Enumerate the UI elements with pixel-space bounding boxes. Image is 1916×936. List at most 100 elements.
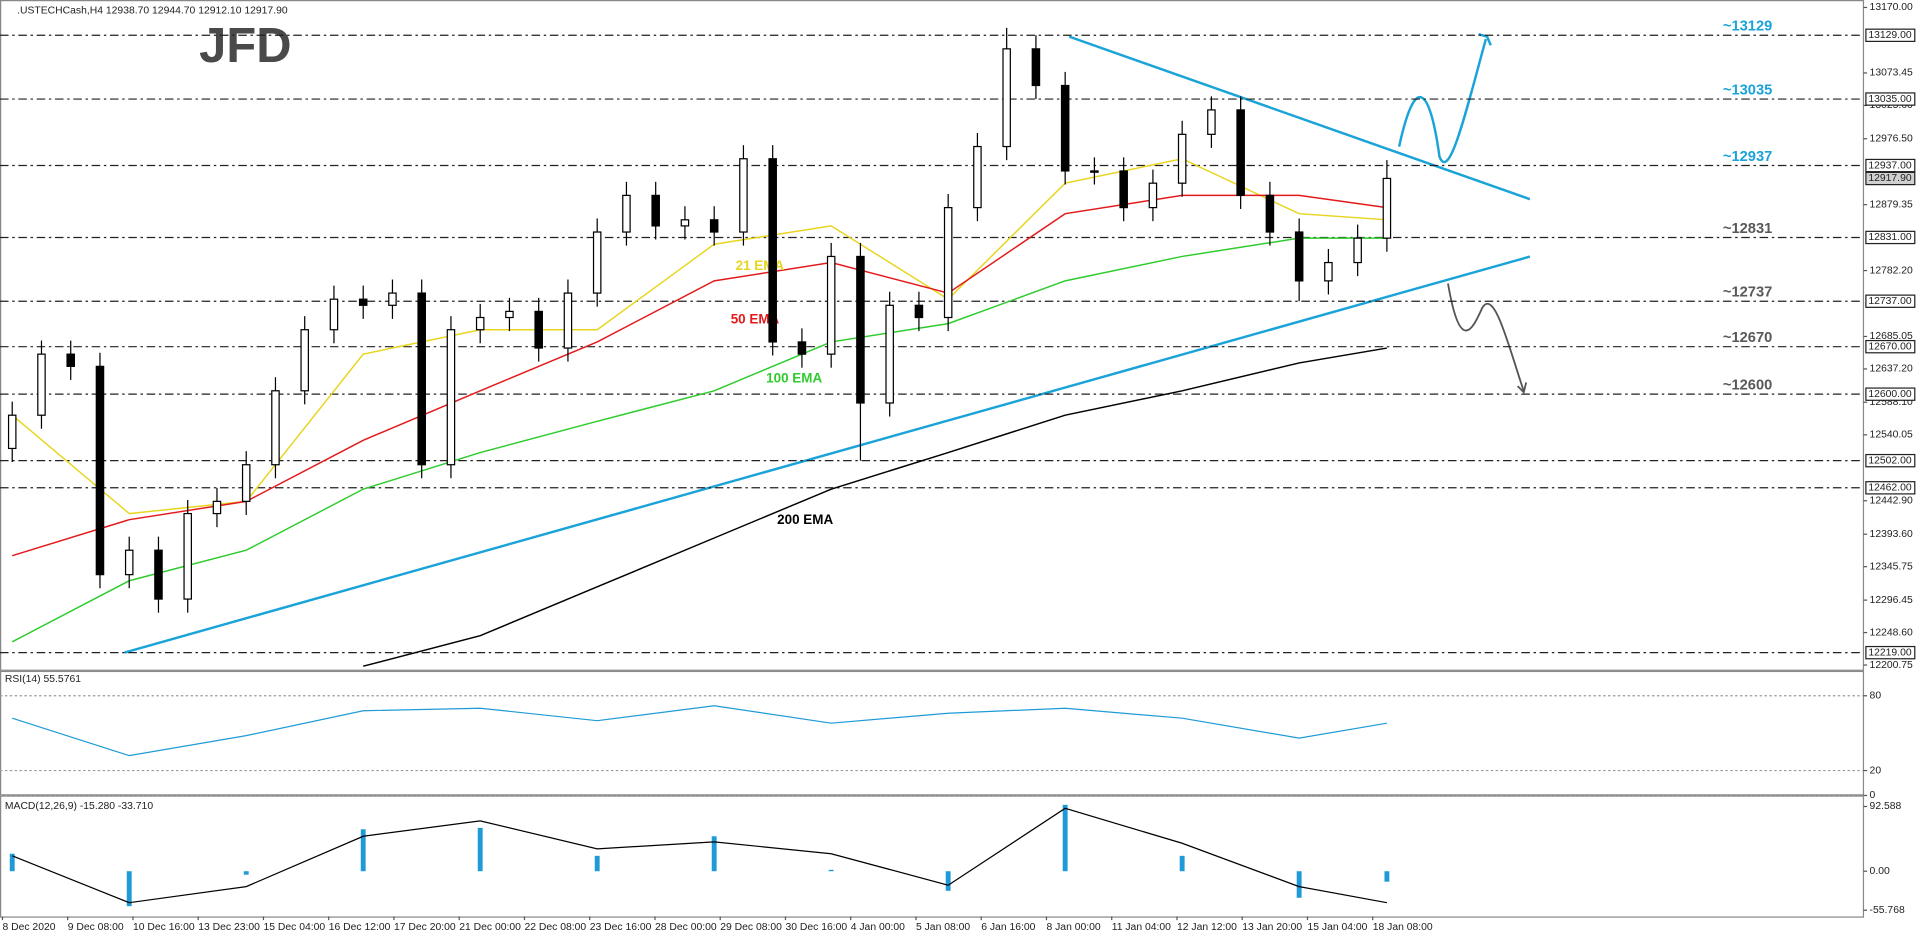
- macd-histogram-bar: [126, 871, 132, 907]
- last-price-label: 12917.90: [1868, 173, 1912, 184]
- series-label: 50 EMA: [731, 312, 780, 327]
- y-tick-label: 92.588: [1870, 801, 1902, 812]
- candle-body: [183, 512, 192, 600]
- candle-body: [534, 310, 543, 349]
- y-tick-label: 12248.60: [1870, 627, 1914, 638]
- candle-body: [1177, 133, 1187, 184]
- candle-body: [914, 304, 924, 319]
- level-label: 12219.00: [1868, 647, 1912, 658]
- candle-body: [1031, 48, 1041, 87]
- x-tick-label: 12 Jan 12:00: [1177, 922, 1237, 933]
- level-box: [1865, 28, 1916, 42]
- candle-body: [651, 194, 660, 227]
- candle-body: [563, 292, 573, 349]
- level-box: [1865, 294, 1916, 308]
- macd-histogram-bar: [360, 829, 366, 872]
- candle-body: [1002, 48, 1011, 148]
- candle-body: [358, 298, 368, 306]
- level-label: 12462.00: [1868, 483, 1912, 494]
- x-tick-label: 28 Dec 00:00: [655, 922, 717, 933]
- y-tick-label: 12782.20: [1870, 265, 1914, 276]
- x-tick-label: 11 Jan 04:00: [1112, 922, 1171, 933]
- y-tick-label: -55.768: [1870, 905, 1905, 916]
- candle-body: [505, 310, 514, 319]
- level-label: 13035.00: [1868, 94, 1912, 105]
- candle-body: [7, 414, 17, 450]
- candle-body: [1236, 109, 1245, 197]
- level-note: ~13129: [1723, 19, 1772, 35]
- candle-body: [1382, 177, 1392, 239]
- rsi-panel: [0, 670, 1865, 796]
- candle-body: [1090, 170, 1099, 173]
- y-tick-label: 13073.45: [1870, 68, 1914, 79]
- macd-histogram-bar: [243, 871, 249, 875]
- macd-histogram-bar: [1179, 855, 1185, 872]
- level-note: ~12670: [1723, 330, 1772, 346]
- candle-body: [943, 206, 953, 319]
- x-tick-label: 22 Dec 08:00: [524, 922, 586, 933]
- candle-body: [1148, 182, 1158, 209]
- level-note: ~13035: [1723, 82, 1772, 98]
- candle-body: [475, 316, 485, 331]
- macd-histogram-bar: [1384, 871, 1390, 882]
- candle-body: [417, 292, 426, 466]
- y-tick-label: 0.00: [1870, 866, 1890, 877]
- macd-histogram-bar: [477, 827, 483, 872]
- x-tick-label: 8 Dec 2020: [2, 922, 55, 933]
- y-tick-label: 12976.50: [1870, 133, 1914, 144]
- macd-histogram-bar: [711, 836, 717, 872]
- candle-body: [885, 304, 894, 404]
- indicator-line: [12, 705, 1388, 757]
- x-tick-label: 30 Dec 16:00: [785, 922, 847, 933]
- level-note: ~12831: [1723, 221, 1772, 237]
- y-tick-label: 12879.35: [1870, 199, 1914, 210]
- candle-body: [212, 500, 222, 515]
- level-label: 12502.00: [1868, 455, 1912, 466]
- y-tick-label: 12588.10: [1870, 397, 1914, 408]
- macd-panel: [0, 795, 1865, 918]
- x-tick-label: 29 Dec 08:00: [720, 922, 782, 933]
- macd-histogram-bar: [594, 855, 600, 872]
- y-tick-label: 13170.00: [1870, 2, 1914, 13]
- level-box: [1865, 481, 1916, 495]
- y-tick-label: 12296.45: [1870, 595, 1914, 606]
- macd-histogram-bar: [945, 871, 951, 891]
- down-scenario-arrow: [1447, 283, 1525, 392]
- arrowhead: [1478, 33, 1492, 46]
- candle-body: [1207, 109, 1216, 135]
- x-tick-label: 23 Dec 16:00: [590, 922, 652, 933]
- y-tick-label: 12637.20: [1870, 364, 1914, 375]
- y-tick-label: 12345.75: [1870, 561, 1914, 572]
- level-label: 12737.00: [1868, 296, 1912, 307]
- candle-body: [446, 329, 456, 466]
- candle-body: [329, 298, 339, 331]
- candle-body: [973, 145, 982, 209]
- candle-body: [388, 292, 397, 306]
- candle-body: [768, 158, 777, 343]
- y-tick-label: 20: [1870, 765, 1882, 776]
- candle-body: [1119, 170, 1128, 209]
- candle-body: [154, 549, 163, 600]
- x-tick-label: 13 Jan 20:00: [1242, 922, 1302, 933]
- level-box: [1865, 645, 1916, 660]
- indicator-line: [11, 807, 1388, 904]
- x-tick-label: 21 Dec 00:00: [459, 922, 521, 933]
- macd-histogram-bar: [828, 869, 834, 872]
- candle-body: [300, 329, 309, 392]
- support-trendline: [124, 255, 1531, 654]
- candle-body: [709, 219, 719, 233]
- x-tick-label: 18 Jan 08:00: [1373, 922, 1433, 933]
- up-scenario-arrow: [1397, 38, 1488, 164]
- arrowhead: [1516, 382, 1528, 395]
- x-tick-label: 15 Dec 04:00: [263, 922, 325, 933]
- candle-body: [95, 365, 105, 576]
- x-tick-label: 13 Dec 23:00: [198, 922, 260, 933]
- logo: JFD: [199, 19, 291, 73]
- candle-body: [826, 255, 836, 355]
- macd-title: MACD(12,26,9) -15.280 -33.710: [5, 801, 153, 812]
- series-label: 200 EMA: [777, 512, 833, 527]
- candle-body: [37, 353, 46, 416]
- level-box: [1865, 92, 1916, 106]
